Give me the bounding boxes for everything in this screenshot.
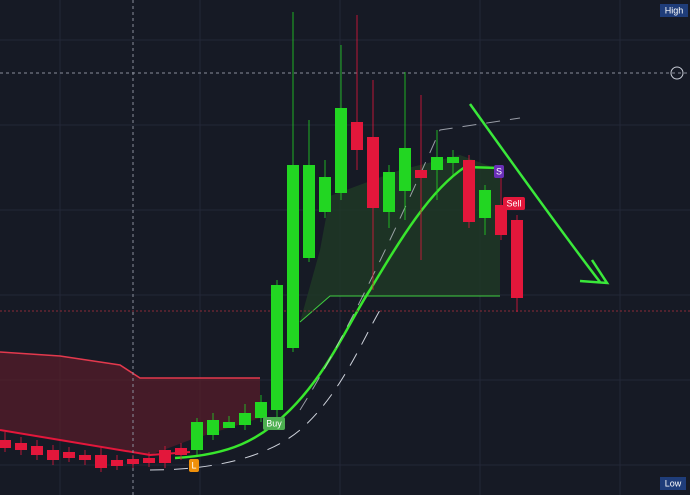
trend-line [174, 165, 501, 460]
candle-body [495, 205, 507, 235]
candle-body [383, 172, 395, 212]
candle-body [335, 108, 347, 193]
candle-body [271, 285, 283, 410]
red-band [0, 351, 260, 379]
lower-band [149, 309, 381, 471]
high-badge [660, 4, 688, 17]
candle-body [319, 177, 331, 212]
drawn-arrow [468, 103, 601, 283]
candle-body [351, 122, 363, 150]
buy-badge [263, 417, 285, 430]
low-label: Low [665, 478, 682, 488]
candle-body [415, 170, 427, 178]
candle-body [47, 450, 59, 460]
candle-body [223, 422, 235, 428]
candle-body [15, 443, 27, 450]
short-badge [494, 165, 504, 178]
candles [0, 12, 523, 472]
candle-body [63, 452, 75, 458]
short-label: S [496, 166, 502, 176]
candle-body [239, 413, 251, 425]
candle-body [111, 460, 123, 466]
candle-body [159, 450, 171, 463]
sell-badge [503, 197, 525, 210]
buy-label: Buy [266, 418, 282, 428]
candle-body [255, 402, 267, 418]
candle-body [479, 190, 491, 218]
candle-body [431, 157, 443, 170]
long-badge [189, 459, 199, 472]
green-cloud [300, 155, 500, 322]
candle-body [367, 137, 379, 208]
green-band [299, 295, 500, 323]
candle-body [95, 455, 107, 468]
candle-body [31, 446, 43, 455]
candle-body [287, 165, 299, 348]
candle-body [399, 148, 411, 191]
candle-body [175, 448, 187, 455]
candle-body [191, 422, 203, 450]
candle-body [0, 440, 11, 448]
drawn-arrow-head [579, 259, 610, 285]
high-label: High [665, 5, 684, 15]
sell-label: Sell [506, 198, 521, 208]
candle-body [463, 160, 475, 222]
candle-body [447, 157, 459, 163]
candle-body [303, 165, 315, 258]
candle-body [143, 458, 155, 463]
low-badge [660, 477, 686, 490]
candle-body [207, 420, 219, 435]
long-label: L [191, 460, 196, 470]
candle-body [127, 459, 139, 464]
candle-body [79, 455, 91, 460]
add-button[interactable] [670, 66, 684, 80]
candle-body [511, 220, 523, 298]
